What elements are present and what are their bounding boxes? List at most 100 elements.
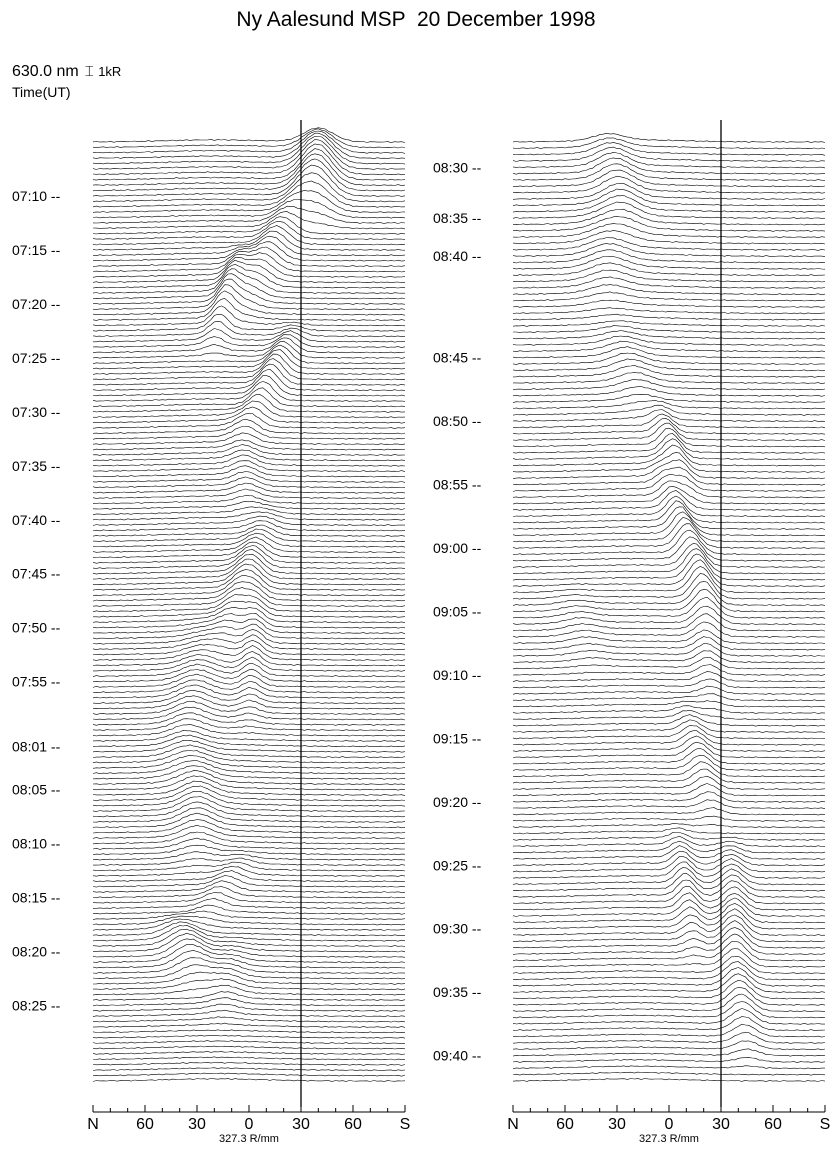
- msp-trace: [92, 541, 406, 559]
- msp-trace: [512, 399, 826, 410]
- msp-trace: [92, 128, 406, 149]
- msp-trace: [512, 142, 826, 156]
- msp-trace: [92, 997, 406, 1007]
- msp-trace: [92, 454, 406, 467]
- msp-trace: [92, 172, 406, 203]
- msp-trace: [512, 979, 826, 1000]
- msp-trace: [512, 386, 826, 397]
- x-axis-label: 327.3 R/mm: [219, 1133, 279, 1145]
- msp-trace: [512, 914, 826, 936]
- msp-trace: [92, 886, 406, 899]
- msp-trace: [512, 1057, 826, 1063]
- msp-trace: [92, 363, 406, 386]
- msp-trace: [92, 712, 406, 726]
- msp-trace: [92, 780, 406, 796]
- msp-trace: [512, 517, 826, 543]
- msp-trace: [512, 741, 826, 759]
- msp-trace: [92, 724, 406, 737]
- msp-trace: [512, 335, 826, 346]
- msp-trace: [92, 375, 406, 397]
- msp-trace: [92, 1072, 406, 1077]
- msp-trace: [93, 656, 406, 672]
- msp-trace: [92, 679, 406, 694]
- msp-trace: [93, 600, 406, 618]
- msp-trace: [512, 664, 826, 676]
- msp-trace: [92, 246, 406, 267]
- msp-trace: [512, 559, 826, 587]
- x-tick-label: 30: [608, 1116, 626, 1133]
- msp-trace: [92, 132, 406, 160]
- msp-trace: [512, 553, 826, 581]
- msp-trace: [92, 831, 406, 845]
- msp-trace: [92, 426, 406, 440]
- msp-trace: [512, 409, 826, 423]
- msp-trace: [92, 221, 406, 240]
- msp-trace: [512, 543, 826, 569]
- time-label: 08:30 --: [433, 159, 482, 175]
- msp-trace: [92, 796, 406, 812]
- msp-trace: [512, 444, 825, 467]
- msp-trace: [92, 1034, 406, 1039]
- time-label: 07:45 --: [12, 566, 61, 582]
- msp-trace: [512, 195, 826, 213]
- msp-trace: [92, 344, 406, 365]
- time-label: 08:45 --: [433, 350, 482, 366]
- time-axis-label: Time(UT): [12, 84, 71, 100]
- msp-trace: [512, 276, 826, 289]
- x-axis-label: 327.3 R/mm: [639, 1133, 699, 1145]
- msp-trace: [512, 613, 826, 632]
- msp-trace: [92, 639, 406, 656]
- msp-trace: [512, 358, 826, 372]
- msp-trace: [92, 587, 406, 607]
- msp-trace: [93, 618, 406, 634]
- time-label: 07:20 --: [12, 296, 61, 312]
- msp-trace: [512, 872, 826, 892]
- msp-trace: [92, 413, 406, 429]
- msp-trace: [92, 263, 406, 289]
- time-label: 08:35 --: [433, 210, 482, 226]
- msp-trace: [512, 307, 826, 315]
- msp-trace: [92, 575, 406, 597]
- msp-trace: [512, 215, 826, 232]
- msp-trace: [92, 549, 406, 570]
- msp-trace: [512, 466, 826, 486]
- msp-trace: [92, 273, 406, 300]
- x-tick-label: 0: [245, 1116, 254, 1133]
- msp-trace: [512, 761, 826, 778]
- msp-trace: [512, 678, 826, 689]
- msp-trace: [92, 904, 406, 915]
- msp-trace: [92, 252, 406, 273]
- msp-trace: [512, 230, 826, 245]
- wavelength-value: 630.0 nm: [12, 63, 79, 80]
- msp-trace: [512, 330, 826, 340]
- msp-trace: [512, 705, 826, 714]
- msp-trace: [512, 299, 826, 308]
- msp-trace: [92, 581, 406, 602]
- msp-trace: [92, 164, 406, 197]
- msp-trace: [512, 1071, 826, 1076]
- msp-trace: [512, 827, 826, 835]
- msp-trace: [512, 621, 826, 638]
- msp-trace: [512, 500, 826, 524]
- msp-trace: [92, 594, 406, 613]
- msp-trace: [512, 1078, 826, 1082]
- msp-trace: [512, 529, 826, 556]
- msp-trace: [92, 739, 406, 753]
- msp-trace: [92, 819, 406, 834]
- msp-trace: [92, 928, 406, 947]
- time-label: 07:30 --: [12, 404, 61, 420]
- msp-trace: [512, 237, 826, 251]
- msp-trace: [92, 634, 406, 651]
- msp-trace: [512, 313, 826, 321]
- msp-trace: [512, 183, 826, 200]
- msp-trace: [512, 495, 826, 518]
- msp-trace: [92, 143, 405, 176]
- time-label: 08:05 --: [12, 782, 61, 798]
- x-tick-label: 30: [292, 1116, 310, 1133]
- msp-trace: [92, 718, 406, 732]
- msp-trace: [92, 754, 406, 769]
- msp-trace: [512, 1040, 826, 1051]
- msp-trace: [512, 536, 826, 562]
- msp-trace: [512, 137, 826, 150]
